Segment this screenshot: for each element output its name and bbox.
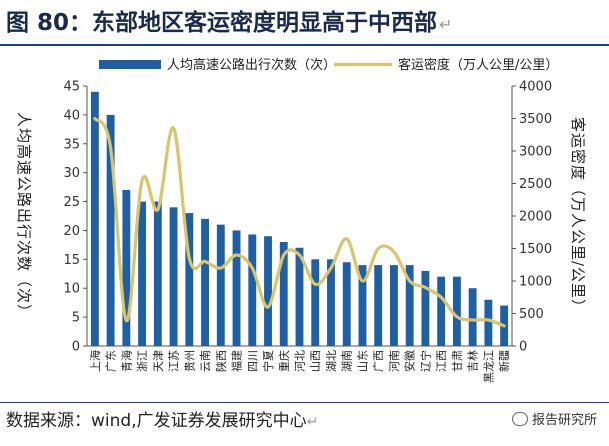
bar-宁夏 <box>264 236 272 346</box>
left-tick-label: 15 <box>63 253 80 268</box>
x-tick-label: 青海 <box>119 350 133 372</box>
bar-湖南 <box>342 262 351 346</box>
y-axis-title: 人均高速公路出行次数（次） <box>15 112 33 320</box>
right-tick-label: 1000 <box>519 275 552 290</box>
x-tick-label: 福建 <box>230 350 244 372</box>
bar-山西 <box>311 259 320 346</box>
right-tick-label: 3500 <box>519 112 552 127</box>
x-tick-label: 山西 <box>309 350 322 372</box>
left-tick-label: 45 <box>63 80 80 95</box>
bar-吉林 <box>468 288 477 346</box>
x-tick-label: 安徽 <box>403 350 417 372</box>
legend-bar-swatch <box>99 60 161 69</box>
bar-湖北 <box>327 259 335 346</box>
x-tick-label: 重庆 <box>277 350 291 372</box>
left-tick-label: 20 <box>63 224 80 239</box>
right-tick-label: 0 <box>519 340 527 355</box>
left-tick-label: 5 <box>72 311 80 326</box>
source-note: 数据来源：wind,广发证券发展研究中心↵ <box>6 406 318 436</box>
bar-甘肃 <box>452 276 461 346</box>
bar-四川 <box>248 234 257 346</box>
left-tick-label: 0 <box>72 340 80 355</box>
x-tick-label: 新疆 <box>497 350 511 372</box>
left-tick-label: 25 <box>63 195 80 210</box>
left-tick-label: 40 <box>63 108 80 123</box>
bar-重庆 <box>279 242 288 346</box>
return-mark: ↵ <box>306 414 319 430</box>
x-tick-label: 甘肃 <box>451 350 464 372</box>
x-tick-label: 上海 <box>88 350 102 372</box>
bar-辽宁 <box>421 270 430 346</box>
x-tick-label: 贵州 <box>183 350 196 372</box>
line-series-passenger-density <box>93 116 506 328</box>
bar-河南 <box>390 265 398 346</box>
right-tick-label: 500 <box>519 307 544 322</box>
left-tick-label: 30 <box>63 166 80 181</box>
bar-浙江 <box>138 201 147 346</box>
x-tick-label: 江苏 <box>168 350 181 372</box>
x-tick-label: 湖北 <box>325 350 338 372</box>
bar-云南 <box>201 218 209 346</box>
y2-axis-title: 客运密度（万人公里/公里） <box>569 117 587 315</box>
figure-title: 图 80：东部地区客运密度明显高于中西部 ↵ <box>6 4 603 42</box>
figure-title-text: 图 80：东部地区客运密度明显高于中西部 <box>6 10 438 36</box>
right-tick-label: 4000 <box>519 80 552 95</box>
x-tick-label: 广东 <box>105 350 118 372</box>
bar-山东 <box>358 265 367 346</box>
x-tick-label: 江西 <box>435 350 448 372</box>
bar-陕西 <box>216 224 225 346</box>
source-text: 数据来源：wind,广发证券发展研究中心 <box>6 411 307 431</box>
watermark-text: 报告研究所 <box>531 413 597 428</box>
x-tick-label: 河南 <box>388 350 401 372</box>
title-divider <box>0 44 609 46</box>
x-tick-label: 陕西 <box>214 350 228 372</box>
x-tick-label: 广西 <box>372 350 385 372</box>
x-tick-label: 黑龙江 <box>482 350 495 383</box>
legend-line-label: 客运密度（万人公里/公里） <box>398 57 558 73</box>
bar-上海 <box>90 91 99 347</box>
left-tick-label: 10 <box>63 282 80 297</box>
left-tick-label: 35 <box>63 137 80 152</box>
wechat-icon <box>511 412 528 426</box>
right-tick-label: 3000 <box>519 145 552 160</box>
legend-bar-label: 人均高速公路出行次数（次） <box>167 57 336 73</box>
x-tick-label: 山东 <box>356 350 369 372</box>
x-tick-label: 浙江 <box>136 350 149 372</box>
bar-福建 <box>232 230 241 346</box>
right-tick-label: 1500 <box>519 242 552 257</box>
bar-广西 <box>374 265 383 346</box>
x-tick-label: 四川 <box>246 350 259 372</box>
x-tick-label: 河北 <box>294 350 307 372</box>
bar-江西 <box>437 276 446 346</box>
return-mark: ↵ <box>439 15 453 34</box>
right-tick-label: 2000 <box>519 210 552 225</box>
bar-江苏 <box>169 207 178 346</box>
x-tick-label: 湖南 <box>341 350 354 372</box>
watermark: 报告研究所 <box>511 410 597 432</box>
bar-安徽 <box>405 265 414 346</box>
combo-chart: 0 5 10 15 20 25 30 35 40 45 0 500 1000 1500 2000 2500 30… <box>15 57 587 383</box>
bar-广东 <box>106 114 115 346</box>
bar-天津 <box>153 201 162 346</box>
x-tick-label: 宁夏 <box>261 350 275 372</box>
right-tick-label: 2500 <box>519 177 552 192</box>
footer-divider <box>0 402 609 403</box>
x-tick-label: 云南 <box>199 350 212 372</box>
x-tick-label: 辽宁 <box>418 350 432 372</box>
x-tick-label: 天津 <box>152 350 165 372</box>
bar-贵州 <box>185 213 194 346</box>
bar-青海 <box>122 190 131 346</box>
bar-黑龙江 <box>484 299 493 346</box>
bar-河北 <box>295 247 304 346</box>
x-tick-label: 吉林 <box>466 350 480 372</box>
